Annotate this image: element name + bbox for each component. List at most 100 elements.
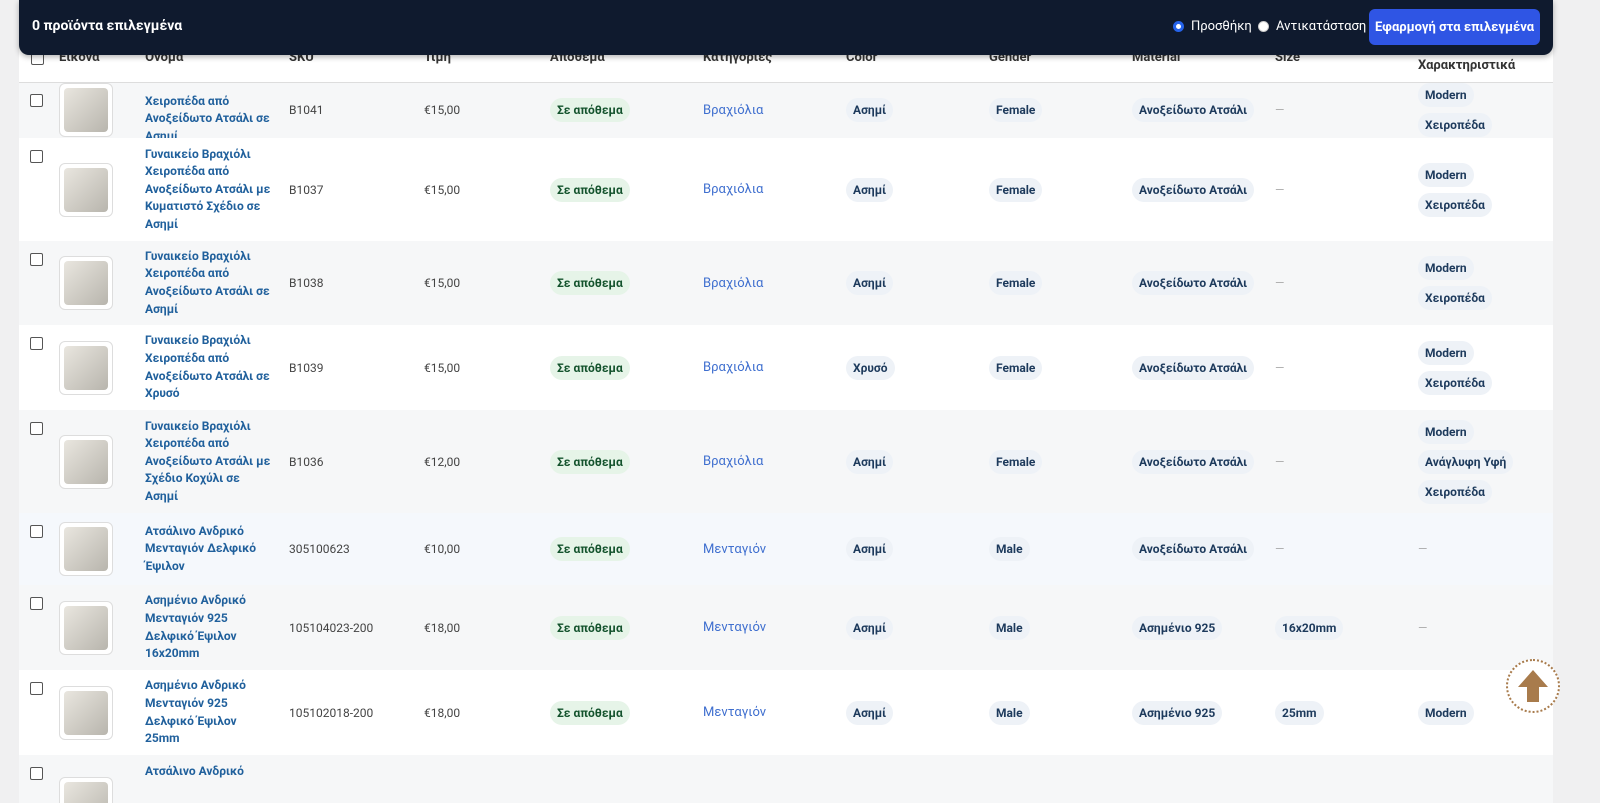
color: Χρυσό: [846, 355, 895, 380]
material-cell: Ανοξείδωτο Ατσάλι: [1132, 82, 1255, 138]
material: Ανοξείδωτο Ατσάλι: [1132, 537, 1255, 561]
image-cell: [59, 138, 113, 241]
stock-cell: Σε απόθεμα: [550, 585, 630, 670]
checkbox-cell: [30, 138, 43, 163]
label: Προσθήκη: [1191, 19, 1252, 34]
row-checkbox[interactable]: [30, 253, 43, 266]
row-checkbox[interactable]: [30, 150, 43, 163]
sku-cell: 105102018-200: [289, 670, 373, 755]
material-cell: Ανοξείδωτο Ατσάλι: [1132, 138, 1255, 241]
product-name[interactable]: Γυναικείο Βραχιόλι Χειροπέδα από Ανοξείδ…: [145, 418, 271, 503]
product-name[interactable]: Γυναικείο Βραχιόλι Χειροπέδα από Ανοξείδ…: [145, 248, 270, 316]
row-checkbox[interactable]: [30, 337, 43, 350]
name-cell: Γυναικείο Βραχιόλι Χειροπέδα από Ανοξείδ…: [145, 138, 273, 241]
category-cell: Βραχιόλια: [703, 138, 763, 241]
size-cell: —: [1275, 82, 1284, 138]
sku: 105102018-200: [289, 705, 374, 720]
gender-cell: Male: [989, 670, 1030, 755]
color: Ασημί: [846, 177, 894, 202]
material: Ανοξείδωτο Ατσάλι: [1132, 98, 1255, 122]
name-cell: Γυναικείο Βραχιόλι Χειροπέδα από Ανοξείδ…: [145, 241, 273, 325]
arrow: [1518, 670, 1548, 702]
stock: Σε απόθεμα: [550, 615, 630, 640]
attribute: Modern: [1418, 419, 1474, 444]
product-row: Ασημένιο Ανδρικό Μενταγιόν 925 Δελφικό Έ…: [19, 585, 1553, 671]
gender-cell: Male: [989, 585, 1030, 670]
attributes-cell: Modern: [1418, 670, 1474, 755]
row-checkbox[interactable]: [30, 597, 43, 610]
gender-cell: Male: [989, 513, 1030, 585]
stock-cell: Σε απόθεμα: [550, 410, 630, 513]
row-checkbox[interactable]: [30, 422, 43, 435]
product-name[interactable]: Ασημένιο Ανδρικό Μενταγιόν 925 Δελφικό Έ…: [145, 593, 246, 661]
radio[interactable]: [1173, 21, 1184, 32]
category[interactable]: Μενταγιόν: [703, 705, 767, 720]
mode-add[interactable]: Προσθήκη: [1173, 19, 1252, 34]
category-cell: Βραχιόλια: [703, 325, 763, 410]
product-name[interactable]: Γυναικείο Βραχιόλι Χειροπέδα από Ανοξείδ…: [145, 146, 271, 231]
sku: 105104023-200: [289, 620, 374, 635]
size-cell: 16x20mm: [1275, 585, 1344, 670]
price-cell: €12,00: [424, 410, 460, 513]
row-checkbox[interactable]: [30, 682, 43, 695]
sku: 305100623: [289, 542, 350, 556]
color: Ασημί: [846, 537, 894, 561]
product-name[interactable]: Γυναικείο Βραχιόλι Χειροπέδα από Ανοξείδ…: [145, 333, 270, 401]
radio[interactable]: [1258, 21, 1269, 32]
row-checkbox[interactable]: [30, 767, 43, 780]
stock-cell: Σε απόθεμα: [550, 82, 630, 138]
checkbox-cell: [30, 585, 43, 610]
attributes-cell: —: [1418, 513, 1427, 585]
stock: Σε απόθεμα: [550, 537, 630, 561]
gender-cell: Female: [989, 138, 1043, 241]
product-row: Ασημένιο Ανδρικό Μενταγιόν 925 Δελφικό Έ…: [19, 670, 1553, 756]
row-checkbox[interactable]: [30, 525, 43, 538]
gender: Male: [989, 537, 1030, 561]
category[interactable]: Βραχιόλια: [703, 454, 764, 469]
category[interactable]: Μενταγιόν: [703, 620, 767, 635]
apply-button[interactable]: Εφαρμογή στα επιλεγμένα: [1369, 9, 1540, 45]
price-cell: €15,00: [424, 325, 460, 410]
category[interactable]: Βραχιόλια: [703, 275, 764, 291]
stock: Σε απόθεμα: [550, 177, 630, 202]
image-cell: [59, 670, 113, 755]
product-name[interactable]: Ασημένιο Ανδρικό Μενταγιόν 925 Δελφικό Έ…: [145, 678, 246, 746]
sku: B1039: [289, 360, 324, 375]
mode-replace[interactable]: Αντικατάσταση: [1258, 19, 1366, 34]
product-name[interactable]: Ατσάλινο Ανδρικό Μενταγιόν Δελφικό Έψιλο…: [145, 523, 257, 573]
color-cell: Ασημί: [846, 82, 894, 138]
thumbnail-image: [64, 782, 108, 803]
material-cell: Ασημένιο 925: [1132, 670, 1223, 755]
scroll-top[interactable]: [1506, 659, 1560, 713]
sku: B1037: [289, 182, 324, 197]
attribute: Modern: [1418, 256, 1474, 280]
color: Ασημί: [846, 615, 894, 640]
category[interactable]: Βραχιόλια: [703, 102, 764, 118]
sku-cell: 105104023-200: [289, 585, 373, 670]
stock-cell: Σε απόθεμα: [550, 138, 630, 241]
checkbox-cell: [30, 410, 43, 435]
product-name[interactable]: Χειροπέδα από Ανοξείδωτο Ατσάλι σε Ασημί: [145, 93, 270, 139]
category-cell: Μενταγιόν: [703, 585, 766, 670]
material-cell: Ανοξείδωτο Ατσάλι: [1132, 241, 1255, 325]
stock: Σε απόθεμα: [550, 355, 630, 380]
stock: Σε απόθεμα: [550, 700, 630, 725]
category[interactable]: Βραχιόλια: [703, 360, 764, 375]
product-name[interactable]: Ατσάλινο Ανδρικό: [145, 764, 244, 778]
thumbnail-image: [64, 167, 108, 212]
size: —: [1275, 542, 1285, 556]
sku: B1041: [289, 103, 324, 117]
thumbnail: [59, 685, 113, 740]
category[interactable]: Βραχιόλια: [703, 182, 764, 197]
price: €18,00: [424, 705, 461, 720]
row-checkbox[interactable]: [30, 94, 43, 107]
gender: Male: [989, 615, 1030, 640]
name-cell: Ατσάλινο Ανδρικό Μενταγιόν Δελφικό Έψιλο…: [145, 513, 273, 585]
checkbox-cell: [30, 513, 43, 538]
sku-cell: B1038: [289, 241, 323, 325]
color-cell: Ασημί: [846, 138, 894, 241]
material-cell: Ανοξείδωτο Ατσάλι: [1132, 325, 1255, 410]
category[interactable]: Μενταγιόν: [703, 541, 767, 557]
thumbnail-image: [64, 690, 108, 735]
attribute: Modern: [1418, 340, 1474, 365]
